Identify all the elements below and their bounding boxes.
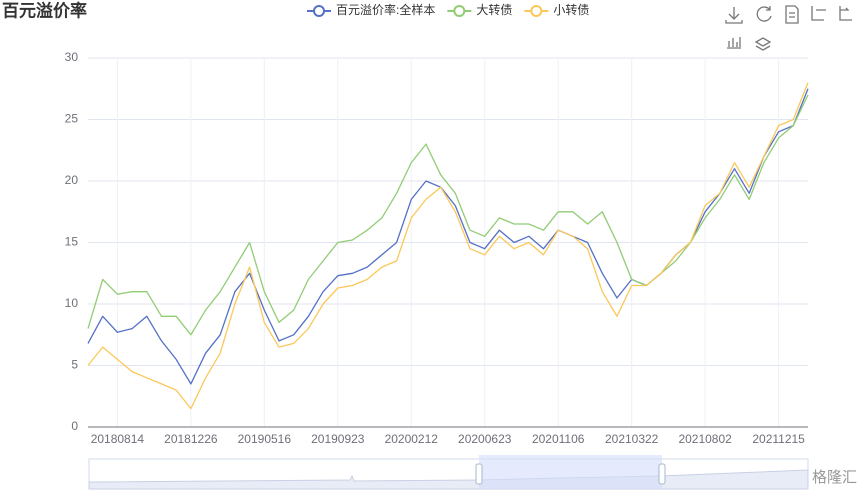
x-tick-label: 20200212 [385,432,439,446]
legend-label: 大转债 [476,2,512,17]
legend-label: 百元溢价率:全样本 [336,2,435,17]
y-tick-label: 20 [65,173,79,187]
series-line [87,82,809,410]
bar-icon[interactable] [727,37,741,49]
x-tick-label: 20190923 [311,432,365,446]
series-line [87,94,809,336]
refresh-icon[interactable] [756,6,772,22]
x-tick-label: 20181226 [164,432,218,446]
stack-icon[interactable] [754,37,772,51]
x-tick-label: 20190516 [238,432,292,446]
legend-symbol [313,5,325,17]
legend-symbol [530,5,543,17]
legend: 百元溢价率:全样本 大转债 小转债 [307,2,589,17]
x-tick-label: 20201106 [532,432,585,446]
legend-label: 小转债 [553,2,589,17]
watermark: 格隆汇 [812,469,857,486]
x-tick-label: 20211215 [752,432,805,446]
x-tick-label: 20210322 [605,432,659,446]
zoom-reset-icon[interactable] [839,6,852,21]
y-tick-label: 25 [65,112,79,126]
zoom-icon[interactable] [811,6,826,21]
series-line [87,88,809,385]
y-tick-label: 30 [65,50,79,64]
chart-title: 百元溢价率 [2,0,87,20]
y-tick-label: 0 [71,419,78,433]
x-tick-label: 20210802 [678,432,732,446]
x-tick-label: 20180814 [91,432,145,446]
toolbox [725,5,852,51]
download-icon[interactable] [725,7,743,24]
data-zoom[interactable] [88,455,809,490]
data-view-icon[interactable] [785,5,799,24]
legend-symbol [453,5,466,17]
y-tick-label: 10 [65,296,79,310]
y-tick-label: 15 [65,235,79,249]
y-tick-label: 5 [71,358,78,372]
x-tick-label: 20200623 [458,432,512,446]
